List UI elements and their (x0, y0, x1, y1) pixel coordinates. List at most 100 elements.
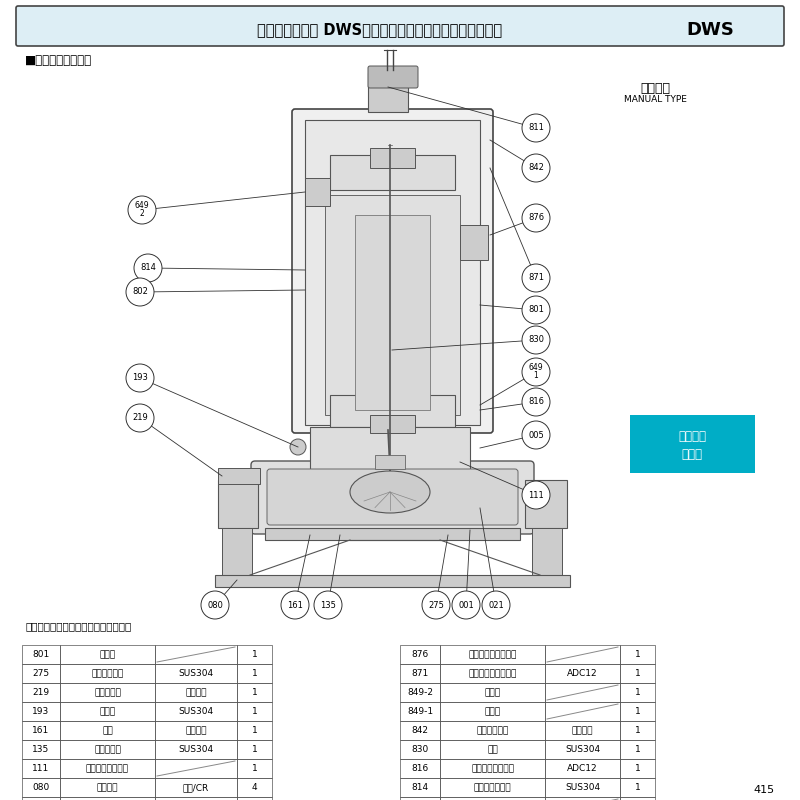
Bar (400, 778, 440, 797)
Circle shape (281, 591, 309, 619)
Bar (400, 721, 440, 740)
Text: 1: 1 (252, 745, 258, 754)
Text: ADC12: ADC12 (567, 669, 598, 678)
Bar (310, 427, 470, 472)
Bar (440, 683, 545, 702)
Bar (545, 645, 620, 664)
Text: 811: 811 (528, 123, 544, 133)
Bar (237, 645, 272, 664)
Bar (60, 778, 155, 797)
Circle shape (422, 591, 450, 619)
Text: ADC12: ADC12 (567, 764, 598, 773)
Bar (545, 740, 620, 759)
Text: 電動機焼損防止装置: 電動機焼損防止装置 (468, 650, 517, 659)
Bar (237, 664, 272, 683)
Text: 649: 649 (529, 363, 543, 373)
Bar (237, 721, 272, 740)
Bar (325, 195, 460, 415)
Text: 802: 802 (132, 287, 148, 297)
Text: 1: 1 (252, 688, 258, 697)
Text: 219: 219 (132, 414, 148, 422)
Bar (155, 740, 237, 759)
Bar (60, 759, 155, 778)
Text: 【ダーウィン】 DWS型樹脂製汚水・雑排水用水中ポンプ: 【ダーウィン】 DWS型樹脂製汚水・雑排水用水中ポンプ (258, 22, 502, 38)
Bar (370, 415, 415, 433)
Text: 1: 1 (634, 688, 640, 697)
Text: SUS304: SUS304 (178, 669, 214, 678)
Circle shape (290, 439, 306, 455)
Text: 830: 830 (528, 335, 544, 345)
Circle shape (522, 421, 550, 449)
Circle shape (452, 591, 480, 619)
Bar (22, 778, 272, 797)
Bar (22, 683, 60, 702)
Text: SUS304: SUS304 (178, 745, 214, 754)
Bar (22, 721, 272, 740)
Text: ポンプ脚: ポンプ脚 (97, 783, 118, 792)
Text: 842: 842 (411, 726, 429, 735)
Bar (60, 664, 155, 683)
Bar (440, 721, 545, 740)
Text: 反負荷側ブラケット: 反負荷側ブラケット (468, 669, 517, 678)
Text: 219: 219 (33, 688, 50, 697)
Text: 電動機カバー: 電動機カバー (476, 726, 509, 735)
Bar (545, 759, 620, 778)
Bar (22, 797, 60, 800)
Bar (400, 645, 440, 664)
Bar (370, 148, 415, 168)
Bar (620, 645, 655, 664)
Bar (60, 683, 155, 702)
Bar (400, 664, 655, 683)
Bar (620, 683, 655, 702)
Bar (620, 721, 655, 740)
Text: 電動機フレーム: 電動機フレーム (474, 783, 511, 792)
Text: 849-1: 849-1 (407, 707, 433, 716)
Bar (440, 740, 545, 759)
Bar (355, 215, 430, 410)
Bar (620, 740, 655, 759)
Text: 1: 1 (634, 707, 640, 716)
Bar (215, 575, 570, 587)
Bar (22, 645, 60, 664)
Text: 1: 1 (634, 764, 640, 773)
Bar (237, 702, 272, 721)
Bar (525, 480, 567, 528)
Bar (400, 645, 655, 664)
Bar (22, 645, 272, 664)
Bar (400, 797, 655, 800)
Circle shape (126, 404, 154, 432)
Circle shape (126, 364, 154, 392)
Bar (155, 683, 237, 702)
Text: 816: 816 (411, 764, 429, 773)
Bar (305, 178, 330, 206)
Bar (440, 645, 545, 664)
Text: SUS304: SUS304 (565, 745, 600, 754)
Text: 876: 876 (528, 214, 544, 222)
Bar (400, 797, 440, 800)
Text: 1: 1 (634, 650, 640, 659)
Bar (330, 395, 455, 427)
Circle shape (134, 254, 162, 282)
Text: 135: 135 (32, 745, 50, 754)
Bar (620, 664, 655, 683)
Bar (460, 225, 488, 260)
Text: 871: 871 (528, 274, 544, 282)
Bar (532, 528, 562, 578)
Bar (22, 664, 272, 683)
Bar (545, 702, 620, 721)
Circle shape (126, 278, 154, 306)
Bar (400, 740, 655, 759)
Bar (545, 778, 620, 797)
FancyBboxPatch shape (292, 109, 493, 433)
Circle shape (522, 388, 550, 416)
Text: ゴム/CR: ゴム/CR (183, 783, 209, 792)
Text: 2: 2 (140, 210, 144, 218)
Bar (155, 721, 237, 740)
Text: ロータ: ロータ (99, 650, 115, 659)
Bar (155, 797, 237, 800)
Bar (400, 759, 655, 778)
Text: 主軸: 主軸 (487, 745, 498, 754)
Text: 814: 814 (411, 783, 429, 792)
Text: 005: 005 (528, 430, 544, 439)
Bar (60, 702, 155, 721)
